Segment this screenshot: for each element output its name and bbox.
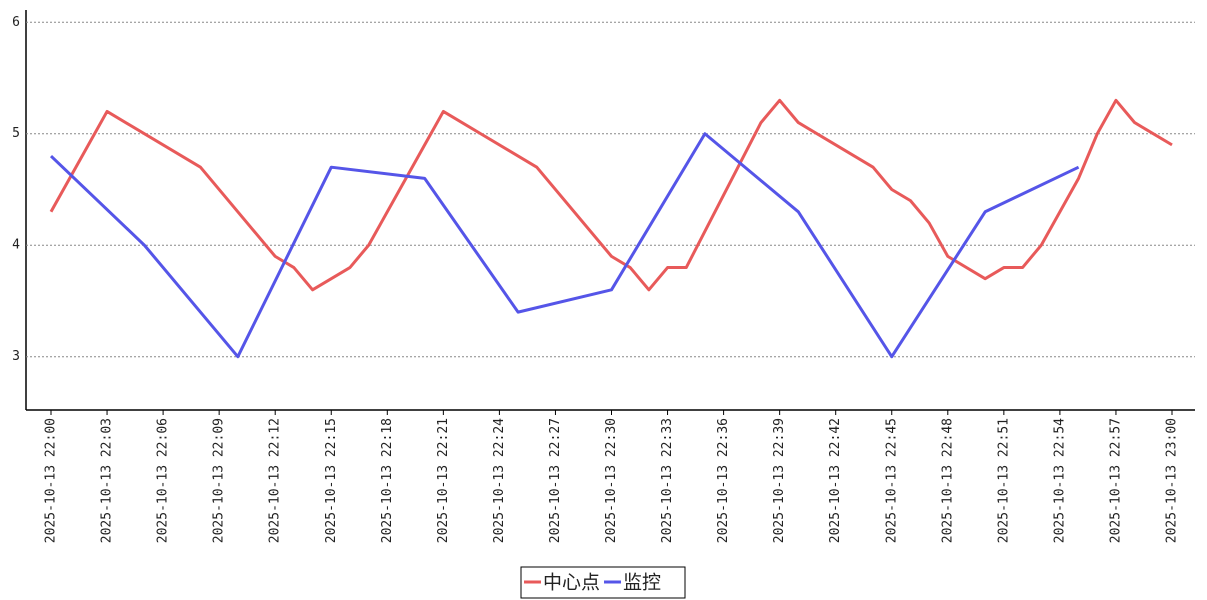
x-tick-label: 2025-10-13 22:45 xyxy=(884,418,899,543)
x-tick-label: 2025-10-13 22:24 xyxy=(492,418,507,543)
series-line xyxy=(49,132,1080,359)
x-tick-label: 2025-10-13 22:39 xyxy=(772,418,787,543)
x-tick-label: 2025-10-13 22:57 xyxy=(1108,418,1123,543)
x-tick-label: 2025-10-13 22:36 xyxy=(716,418,731,543)
y-tick-label: 5 xyxy=(12,126,20,141)
x-tick-label: 2025-10-13 22:06 xyxy=(156,418,171,543)
x-tick-label: 2025-10-13 22:03 xyxy=(100,418,115,543)
legend-label: 监控 xyxy=(623,572,661,594)
x-tick-label: 2025-10-13 22:09 xyxy=(212,418,227,543)
x-tick-label: 2025-10-13 22:00 xyxy=(44,418,59,543)
y-tick-label: 4 xyxy=(12,238,20,253)
x-tick-label: 2025-10-13 22:18 xyxy=(380,418,395,543)
x-tick-label: 2025-10-13 22:12 xyxy=(268,418,283,543)
x-tick-label: 2025-10-13 22:51 xyxy=(996,418,1011,543)
x-tick-label: 2025-10-13 22:54 xyxy=(1052,418,1067,543)
x-tick-label: 2025-10-13 23:00 xyxy=(1165,418,1180,543)
y-tick-label: 6 xyxy=(12,15,20,30)
series-line xyxy=(49,98,1173,292)
x-tick-label: 2025-10-13 22:21 xyxy=(436,418,451,543)
y-tick-label: 3 xyxy=(12,349,20,364)
legend-label: 中心点 xyxy=(543,572,600,594)
x-tick-label: 2025-10-13 22:42 xyxy=(828,418,843,543)
x-tick-label: 2025-10-13 22:27 xyxy=(548,418,563,543)
x-tick-label: 2025-10-13 22:33 xyxy=(660,418,675,543)
x-tick-label: 2025-10-13 22:15 xyxy=(324,418,339,543)
x-tick-label: 2025-10-13 22:48 xyxy=(940,418,955,543)
x-tick-label: 2025-10-13 22:30 xyxy=(604,418,619,543)
legend-box xyxy=(520,566,686,599)
